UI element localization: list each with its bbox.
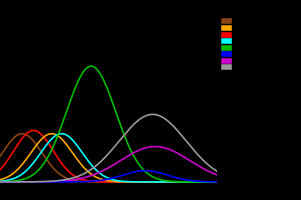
Legend: , , , , , , , : , , , , , , ,	[224, 20, 229, 71]
